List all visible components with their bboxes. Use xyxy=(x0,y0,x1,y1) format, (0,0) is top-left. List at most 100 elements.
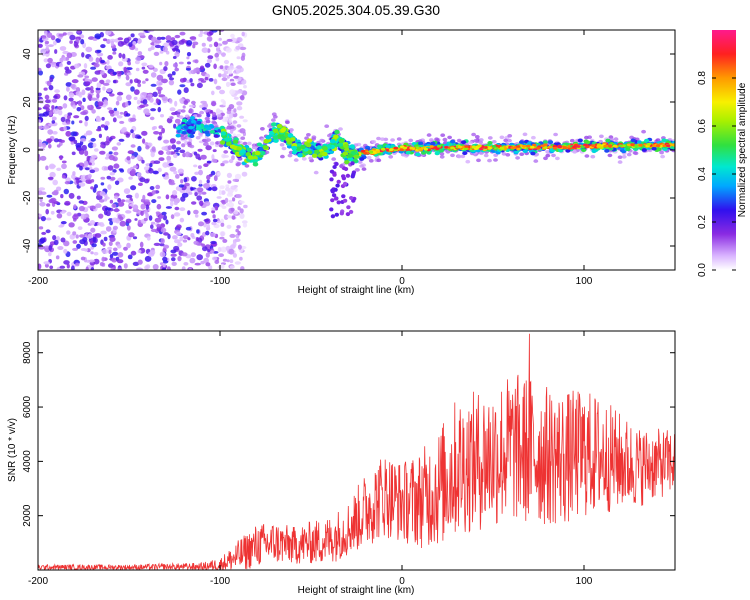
heatmap-cell xyxy=(193,209,199,215)
heatmap-cell xyxy=(212,214,216,219)
heatmap-cell xyxy=(203,218,209,222)
heatmap-cell xyxy=(66,86,70,92)
heatmap-cell xyxy=(167,73,173,78)
heatmap-cell xyxy=(152,264,159,270)
heatmap-cell xyxy=(585,140,591,145)
heatmap-cell xyxy=(222,154,229,158)
heatmap-cell xyxy=(267,124,272,128)
heatmap-cell xyxy=(353,154,360,159)
heatmap-cell xyxy=(115,100,120,106)
heatmap-cell xyxy=(99,199,105,203)
heatmap-cell xyxy=(177,242,183,247)
heatmap-cell xyxy=(118,138,125,142)
heatmap-cell xyxy=(168,79,175,86)
heatmap-cell xyxy=(90,66,97,70)
heatmap-cell xyxy=(652,144,657,148)
heatmap-cell xyxy=(150,83,157,87)
heatmap-cell xyxy=(88,162,92,166)
heatmap-cell xyxy=(289,128,294,132)
heatmap-cell xyxy=(218,73,222,78)
heatmap-cell xyxy=(196,187,204,193)
heatmap-cell xyxy=(226,110,231,115)
heatmap-cell xyxy=(133,96,138,101)
heatmap-cell xyxy=(368,150,374,154)
heatmap-cell xyxy=(133,165,138,169)
heatmap-cell xyxy=(242,141,248,146)
y-tick-label: 40 xyxy=(22,48,33,60)
heatmap-cell xyxy=(464,145,469,148)
heatmap-cell xyxy=(503,138,509,143)
heatmap-cell xyxy=(581,148,587,153)
heatmap-cell xyxy=(238,200,245,204)
heatmap-cell xyxy=(140,203,146,210)
heatmap-cell xyxy=(212,256,218,261)
heatmap-cell xyxy=(330,189,335,194)
heatmap-cell xyxy=(218,37,222,41)
heatmap-cell xyxy=(60,194,64,199)
heatmap-cell xyxy=(65,69,72,74)
heatmap-cell xyxy=(47,57,53,63)
heatmap-cell xyxy=(66,211,72,217)
heatmap-cell xyxy=(44,245,50,249)
heatmap-cell xyxy=(661,138,667,143)
heatmap-cell xyxy=(68,92,75,98)
heatmap-cell xyxy=(53,95,58,99)
heatmap-cell xyxy=(110,267,115,270)
heatmap-cell xyxy=(211,111,217,117)
heatmap-cell xyxy=(94,148,99,152)
heatmap-cell xyxy=(180,179,184,184)
heatmap-cell xyxy=(222,160,229,164)
heatmap-cell xyxy=(158,125,163,129)
heatmap-cell xyxy=(329,139,336,144)
heatmap-cell xyxy=(625,147,631,152)
heatmap-cell xyxy=(236,225,241,229)
heatmap-cell xyxy=(38,125,43,130)
heatmap-cell xyxy=(236,56,241,60)
heatmap-cell xyxy=(69,40,73,44)
heatmap-cells xyxy=(38,30,675,270)
heatmap-cell xyxy=(131,132,136,139)
heatmap-cell xyxy=(51,105,55,110)
heatmap-cell xyxy=(339,164,344,169)
heatmap-cell xyxy=(108,151,113,155)
heatmap-cell xyxy=(660,154,665,159)
heatmap-cell xyxy=(123,263,128,269)
heatmap-cell xyxy=(60,139,65,143)
heatmap-cell xyxy=(332,172,337,177)
heatmap-cell xyxy=(128,176,133,180)
heatmap-cell xyxy=(487,158,492,163)
heatmap-cell xyxy=(232,197,236,202)
heatmap-cell xyxy=(183,100,189,105)
heatmap-cell xyxy=(211,101,217,107)
heatmap-cell xyxy=(666,144,671,148)
heatmap-cell xyxy=(170,200,174,207)
heatmap-cell xyxy=(150,108,157,112)
heatmap-cell xyxy=(339,211,344,216)
heatmap-cell xyxy=(444,145,449,149)
heatmap-cell xyxy=(51,116,57,121)
heatmap-cell xyxy=(604,149,610,153)
heatmap-cell xyxy=(226,215,233,219)
heatmap-cell xyxy=(157,167,162,173)
heatmap-cell xyxy=(77,100,82,107)
heatmap-cell xyxy=(50,61,57,68)
heatmap-cell xyxy=(200,260,205,265)
colorbar-tick-label: 0.6 xyxy=(697,119,708,133)
heatmap-cell xyxy=(158,150,164,155)
heatmap-cell xyxy=(254,150,261,156)
heatmap-cell xyxy=(211,207,216,211)
heatmap-cell xyxy=(226,172,232,178)
heatmap-cell xyxy=(210,250,215,254)
snr-xlabel: Height of straight line (km) xyxy=(298,585,415,596)
heatmap-cell xyxy=(213,78,218,85)
heatmap-cell xyxy=(102,242,106,247)
heatmap-cell xyxy=(76,107,82,112)
heatmap-cell xyxy=(241,90,248,96)
heatmap-cell xyxy=(535,146,541,150)
heatmap-cell xyxy=(111,146,118,151)
heatmap-cell xyxy=(119,169,125,173)
heatmap-cell xyxy=(501,152,507,156)
heatmap-cell xyxy=(44,94,50,100)
heatmap-cell xyxy=(220,264,225,269)
x-tick-label: -200 xyxy=(28,276,48,287)
